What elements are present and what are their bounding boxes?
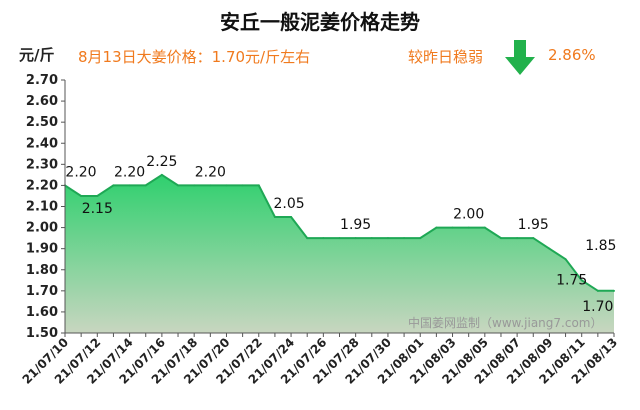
data-point (128, 184, 131, 187)
data-point (322, 237, 325, 240)
trend-percent: 2.86% (548, 46, 596, 64)
data-point (306, 237, 309, 240)
data-point (112, 184, 115, 187)
y-tick-label: 1.80 (26, 263, 58, 278)
data-point (338, 237, 341, 240)
data-label: 2.00 (453, 207, 484, 223)
data-point (225, 184, 228, 187)
data-point (499, 237, 502, 240)
data-point (193, 184, 196, 187)
data-point (419, 237, 422, 240)
data-point (273, 216, 276, 219)
down-arrow-icon (505, 40, 535, 80)
data-label: 1.75 (556, 272, 587, 288)
data-label: 2.20 (65, 164, 96, 180)
data-label: 1.70 (582, 299, 613, 315)
data-point (80, 194, 83, 197)
data-label: 1.95 (340, 217, 371, 233)
data-point (483, 226, 486, 229)
data-point (548, 247, 551, 250)
data-point (290, 216, 293, 219)
data-point (596, 289, 599, 292)
chart-title: 安丘一般泥姜价格走势 (220, 10, 420, 34)
data-point (257, 184, 260, 187)
data-point (451, 226, 454, 229)
y-tick-label: 1.50 (26, 326, 58, 341)
data-point (467, 226, 470, 229)
data-point (160, 173, 163, 176)
data-label: 2.20 (114, 164, 145, 180)
data-point (144, 184, 147, 187)
price-area-fill (65, 174, 614, 333)
y-tick-label: 2.10 (26, 200, 58, 215)
watermark: 中国姜网监制（www.jiang7.com） (408, 315, 602, 330)
data-point (241, 184, 244, 187)
data-label: 2.20 (195, 164, 226, 180)
data-point (564, 258, 567, 261)
price-note: 8月13日大姜价格：1.70元/斤左右 (78, 48, 311, 66)
y-tick-label: 2.00 (26, 221, 58, 236)
data-label: 2.15 (82, 201, 113, 217)
data-point (403, 237, 406, 240)
data-label: 1.95 (518, 217, 549, 233)
trend-text: 较昨日稳弱 (408, 48, 484, 66)
data-point (613, 289, 615, 292)
y-axis-unit-label: 元/斤 (19, 46, 55, 64)
y-tick-label: 2.30 (26, 157, 58, 172)
data-point (370, 237, 373, 240)
data-point (435, 226, 438, 229)
y-tick-label: 1.90 (26, 242, 58, 257)
data-point (209, 184, 212, 187)
y-tick-label: 1.70 (26, 284, 58, 299)
data-point (386, 237, 389, 240)
data-label: 1.85 (585, 238, 616, 254)
y-tick-label: 2.70 (26, 73, 58, 88)
y-tick-label: 2.50 (26, 115, 58, 130)
data-point (580, 279, 583, 282)
data-point (354, 237, 357, 240)
y-tick-label: 2.20 (26, 178, 58, 193)
data-label: 2.05 (273, 196, 304, 212)
y-tick-label: 2.60 (26, 94, 58, 109)
data-label: 2.25 (146, 154, 177, 170)
data-point (177, 184, 180, 187)
data-point (96, 194, 99, 197)
y-tick-label: 1.60 (26, 305, 58, 320)
data-point (516, 237, 519, 240)
data-point (532, 237, 535, 240)
y-tick-label: 2.40 (26, 136, 58, 151)
